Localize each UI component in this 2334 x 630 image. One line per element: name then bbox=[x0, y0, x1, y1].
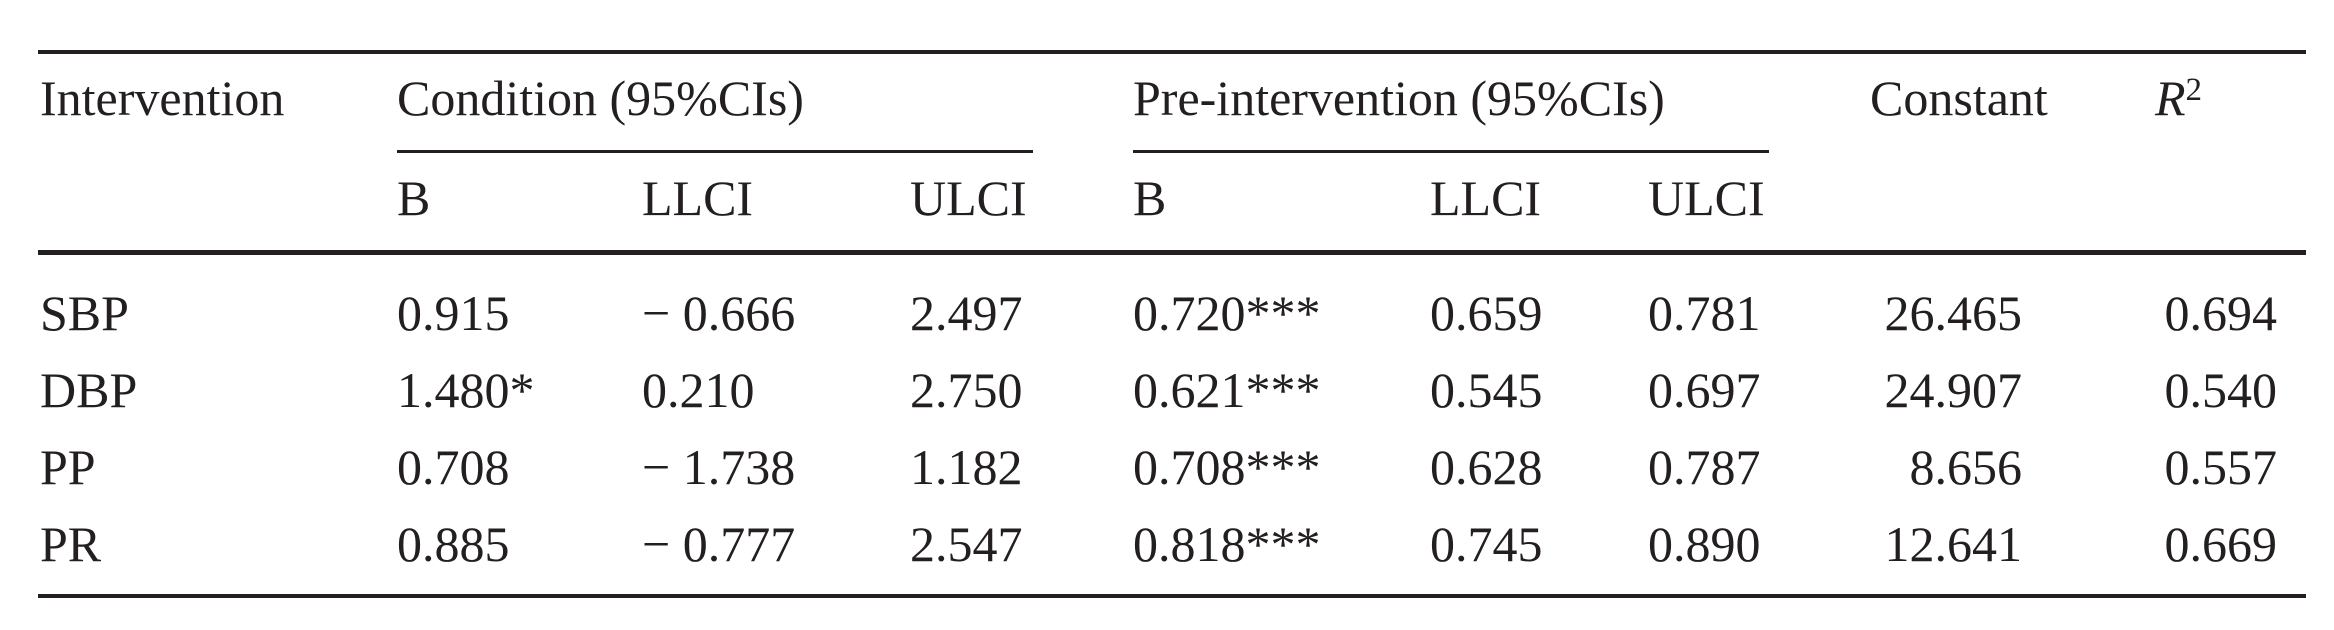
row-condition-llci: 0.210 bbox=[642, 362, 755, 418]
row-condition-llci: − 0.666 bbox=[642, 285, 796, 341]
condition-group-rule bbox=[397, 150, 1033, 153]
header-pre-b: B bbox=[1133, 170, 1167, 226]
row-condition-llci: − 0.777 bbox=[642, 516, 796, 572]
row-pre-llci: 0.545 bbox=[1430, 362, 1543, 418]
header-condition-group: Condition (95%CIs) bbox=[397, 70, 804, 126]
header-pre-intervention-group: Pre-intervention (95%CIs) bbox=[1133, 70, 1665, 126]
row-condition-ulci: 2.750 bbox=[910, 362, 1023, 418]
row-pre-b: 0.621*** bbox=[1133, 362, 1321, 418]
row-pre-llci: 0.745 bbox=[1430, 516, 1543, 572]
header-condition-ulci: ULCI bbox=[910, 170, 1027, 226]
row-r-squared: 0.694 bbox=[2164, 285, 2278, 341]
row-pre-ulci: 0.781 bbox=[1648, 285, 1761, 341]
row-condition-b: 1.480* bbox=[397, 362, 535, 418]
row-intervention: PP bbox=[40, 439, 96, 495]
header-pre-llci: LLCI bbox=[1430, 170, 1542, 226]
header-intervention: Intervention bbox=[40, 70, 285, 126]
row-intervention: SBP bbox=[40, 285, 129, 341]
row-condition-b: 0.708 bbox=[397, 439, 510, 495]
header-r-squared-base: R bbox=[2155, 70, 2186, 126]
row-constant: 8.656 bbox=[1909, 439, 2023, 495]
row-condition-ulci: 1.182 bbox=[910, 439, 1023, 495]
top-rule bbox=[38, 50, 2306, 54]
header-rule bbox=[38, 250, 2306, 255]
row-pre-b: 0.818*** bbox=[1133, 516, 1321, 572]
row-constant: 12.641 bbox=[1884, 516, 2023, 572]
row-r-squared: 0.669 bbox=[2164, 516, 2278, 572]
row-r-squared: 0.540 bbox=[2164, 362, 2278, 418]
row-pre-llci: 0.628 bbox=[1430, 439, 1543, 495]
header-pre-ulci: ULCI bbox=[1648, 170, 1765, 226]
header-r-squared-exponent: 2 bbox=[2185, 72, 2203, 108]
row-condition-b: 0.915 bbox=[397, 285, 510, 341]
header-r-squared: R2 bbox=[2155, 68, 2277, 128]
pre-intervention-group-rule bbox=[1133, 150, 1769, 153]
row-intervention: PR bbox=[40, 516, 102, 572]
row-condition-b: 0.885 bbox=[397, 516, 510, 572]
header-condition-llci: LLCI bbox=[642, 170, 754, 226]
header-condition-b: B bbox=[397, 170, 431, 226]
header-constant: Constant bbox=[1870, 70, 2048, 126]
row-constant: 26.465 bbox=[1884, 285, 2023, 341]
row-intervention: DBP bbox=[40, 362, 138, 418]
row-constant: 24.907 bbox=[1884, 362, 2023, 418]
bottom-rule bbox=[38, 594, 2306, 598]
row-pre-llci: 0.659 bbox=[1430, 285, 1543, 341]
row-pre-ulci: 0.890 bbox=[1648, 516, 1761, 572]
row-r-squared: 0.557 bbox=[2164, 439, 2278, 495]
row-pre-b: 0.708*** bbox=[1133, 439, 1321, 495]
row-condition-ulci: 2.547 bbox=[910, 516, 1023, 572]
row-pre-ulci: 0.697 bbox=[1648, 362, 1761, 418]
row-pre-ulci: 0.787 bbox=[1648, 439, 1761, 495]
row-pre-b: 0.720*** bbox=[1133, 285, 1321, 341]
row-condition-ulci: 2.497 bbox=[910, 285, 1023, 341]
row-condition-llci: − 1.738 bbox=[642, 439, 796, 495]
